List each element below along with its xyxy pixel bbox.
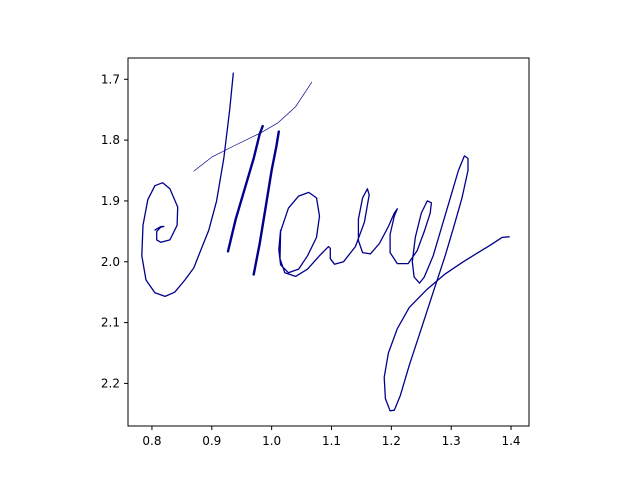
y-tick-label: 2.0 (101, 255, 120, 269)
signature-stroke-4 (252, 130, 280, 276)
x-tick-label: 1.1 (322, 434, 341, 448)
signature-stroke-5 (278, 155, 510, 412)
plot-lines (141, 72, 510, 412)
axes-frame (127, 57, 530, 427)
x-tick-label: 1.4 (501, 434, 520, 448)
x-tick-label: 0.9 (202, 434, 221, 448)
x-tick-label: 1.0 (262, 434, 281, 448)
y-tick-label: 1.7 (101, 72, 120, 86)
axis-ticks: 0.8 0.9 1.0 1.1 1.2 1.3 1.4 1.7 1.8 1.9 2.0 2.1 2.2 (101, 72, 521, 448)
x-tick-label: 0.8 (142, 434, 161, 448)
signature-stroke-3 (226, 124, 264, 253)
y-tick-label: 2.1 (101, 316, 120, 330)
y-tick-label: 1.9 (101, 194, 120, 208)
y-tick-label: 2.2 (101, 376, 120, 390)
y-tick-label: 1.8 (101, 133, 120, 147)
x-tick-label: 1.2 (382, 434, 401, 448)
signature-stroke-2 (141, 72, 234, 298)
x-tick-label: 1.3 (442, 434, 461, 448)
